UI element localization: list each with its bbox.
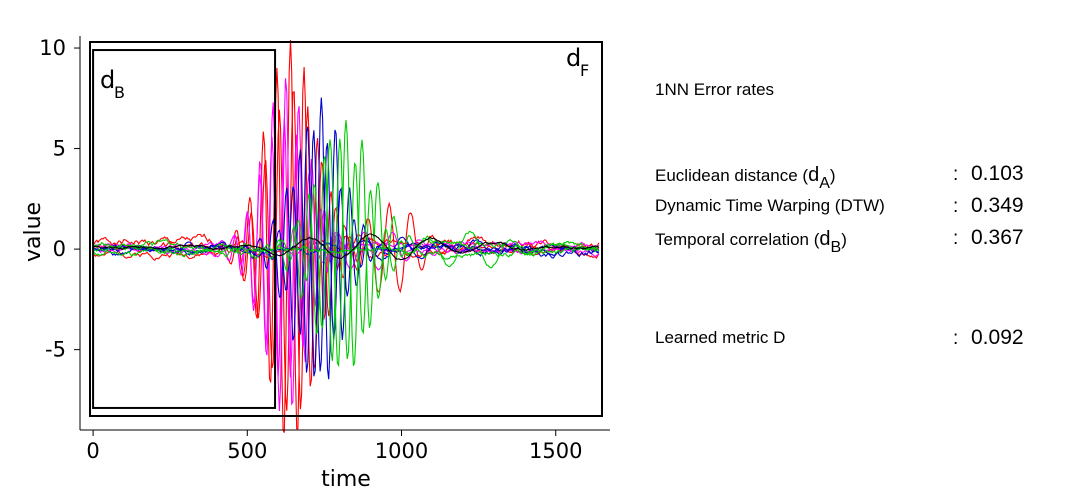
error-rate-row: Learned metric D:0.092 bbox=[655, 326, 1055, 358]
metric-symbol-sub: A bbox=[819, 175, 830, 192]
error-rate-value: 0.092 bbox=[971, 326, 1024, 349]
metric-symbol: d bbox=[819, 228, 831, 250]
metric-name: Dynamic Time Warping (DTW) bbox=[655, 196, 885, 215]
df-region-label-sub: F bbox=[580, 61, 589, 80]
error-rate-value: 0.103 bbox=[971, 162, 1024, 185]
db-region-box bbox=[92, 49, 277, 409]
x-tick-label: 1500 bbox=[529, 439, 582, 463]
metric-label: Temporal correlation (dB) bbox=[655, 228, 847, 257]
x-axis-label: time bbox=[321, 467, 371, 492]
db-region-label-sub: B bbox=[114, 83, 125, 102]
axes: -5 0 5 10 0 500 1000 1500 bbox=[39, 36, 610, 463]
y-tick-label: 0 bbox=[53, 237, 66, 261]
y-axis-label: value bbox=[21, 202, 46, 262]
metric-close-paren: ) bbox=[829, 166, 836, 185]
metric-close-paren: ) bbox=[841, 230, 847, 249]
metric-name: Temporal correlation ( bbox=[655, 230, 820, 249]
chart-marks bbox=[92, 39, 600, 433]
error-rate-row: Dynamic Time Warping (DTW):0.349 bbox=[655, 194, 1055, 226]
metric-name: Learned metric D bbox=[655, 328, 786, 347]
colon: : bbox=[953, 328, 959, 349]
time-series-chart: d B d F -5 0 5 10 0 500 1000 1500 time value bbox=[21, 36, 610, 492]
y-tick-label: 5 bbox=[53, 137, 66, 161]
colon: : bbox=[953, 228, 959, 249]
series-line-10 bbox=[93, 120, 600, 368]
metric-label: Learned metric D bbox=[655, 328, 785, 348]
series-line-13 bbox=[92, 233, 600, 261]
metric-label: Dynamic Time Warping (DTW) bbox=[655, 196, 885, 216]
metric-symbol-sub: B bbox=[830, 239, 842, 256]
series-line-11 bbox=[92, 138, 600, 361]
df-region-label: d bbox=[566, 44, 581, 72]
error-rate-value: 0.367 bbox=[971, 226, 1024, 249]
series-line-12 bbox=[92, 230, 600, 269]
x-tick-label: 1000 bbox=[375, 439, 428, 463]
error-rates-panel: 1NN Error rates Euclidean distance (dA):… bbox=[655, 0, 1065, 504]
y-tick-label: -5 bbox=[45, 338, 66, 362]
error-rate-row: Temporal correlation (dB):0.367 bbox=[655, 226, 1055, 258]
colon: : bbox=[953, 196, 959, 217]
colon: : bbox=[953, 164, 959, 185]
plot-frame bbox=[89, 41, 603, 417]
metric-name: Euclidean distance ( bbox=[655, 166, 809, 185]
panel-title: 1NN Error rates bbox=[655, 80, 775, 99]
error-rate-row: Euclidean distance (dA):0.103 bbox=[655, 162, 1055, 194]
x-tick-label: 500 bbox=[227, 439, 267, 463]
y-tick-label: 10 bbox=[39, 36, 66, 60]
x-tick-label: 0 bbox=[86, 439, 99, 463]
db-region-label: d bbox=[100, 66, 115, 94]
error-rate-value: 0.349 bbox=[971, 194, 1024, 217]
metric-label: Euclidean distance (dA) bbox=[655, 164, 836, 193]
metric-symbol: d bbox=[808, 164, 820, 186]
